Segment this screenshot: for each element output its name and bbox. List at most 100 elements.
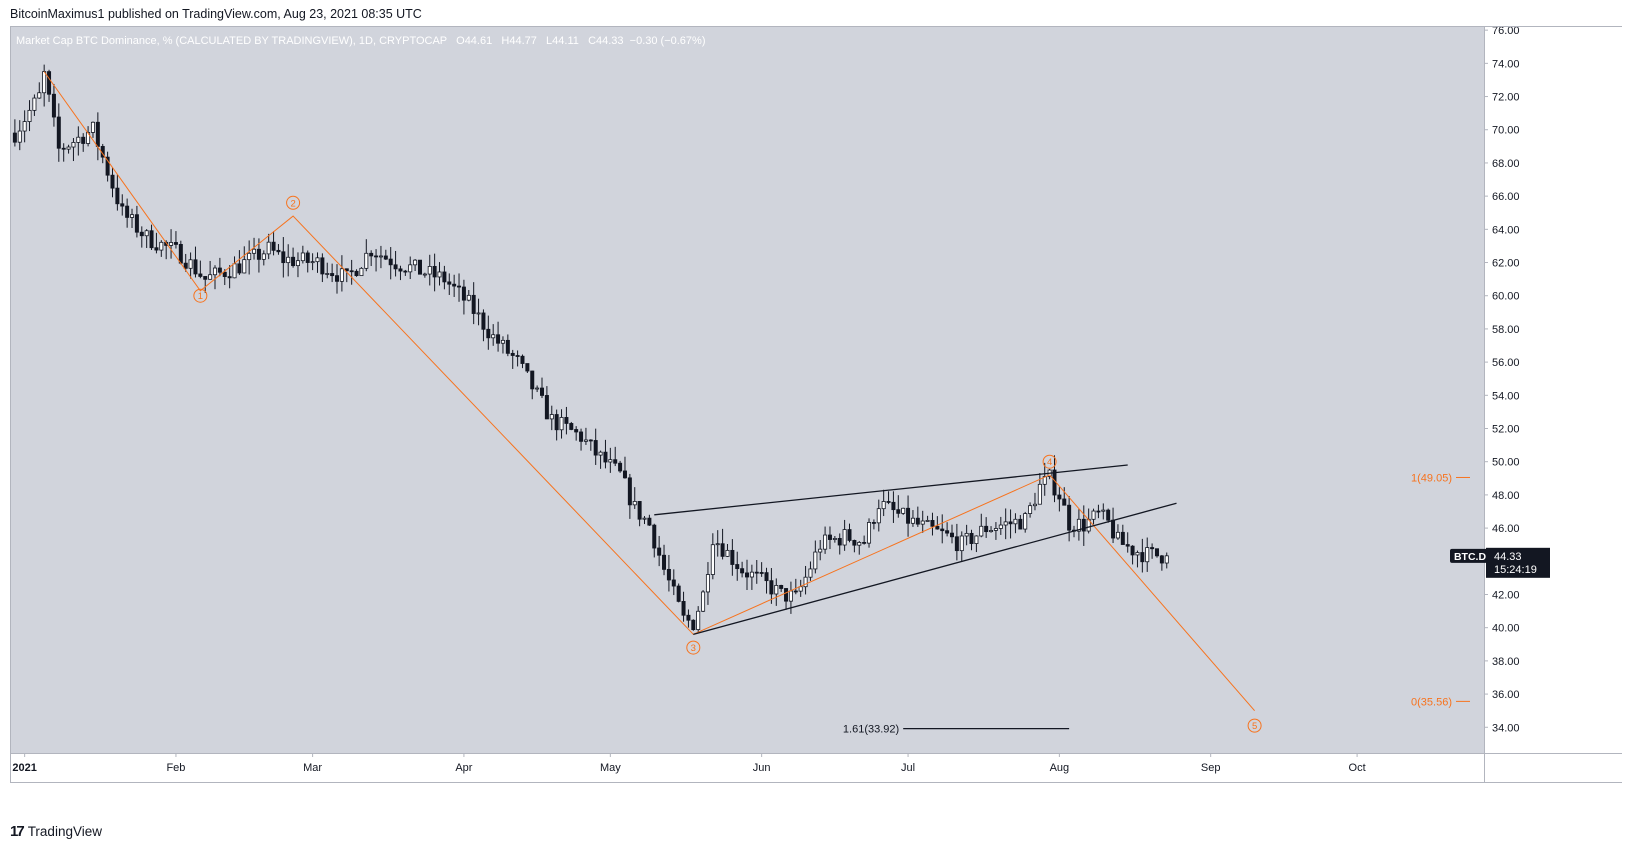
candle-down	[569, 423, 574, 430]
legend-c-value: 44.33	[596, 35, 630, 47]
footer-brand[interactable]: 17 TradingView	[10, 823, 102, 840]
candle-up	[818, 548, 823, 553]
x-tick-label: Mar	[303, 762, 322, 774]
candle-down	[51, 93, 56, 118]
candle-up	[310, 261, 315, 264]
candle-down	[515, 355, 520, 357]
candle-down	[320, 257, 325, 275]
fib-layer: 1(49.05) 0(35.56) 1.61(33.92)	[843, 472, 1470, 736]
candle-up	[535, 387, 540, 390]
candle-up	[788, 590, 793, 602]
candle-down	[203, 276, 208, 280]
wedge-layer	[654, 464, 1177, 635]
candle-down	[564, 417, 569, 424]
candle-down	[505, 339, 510, 354]
y-tick-label: 70.00	[1492, 125, 1520, 137]
wave-label-circle	[1042, 454, 1057, 469]
candle-down	[896, 509, 901, 514]
wave-label-5: 5	[1252, 721, 1257, 732]
candle-down	[154, 247, 159, 251]
candle-up	[549, 414, 554, 420]
candle-up	[979, 525, 984, 537]
symbol-tag-label: BTC.D	[1454, 551, 1486, 563]
candle-down	[1120, 531, 1125, 545]
candle-down	[862, 541, 867, 544]
candle-down	[354, 270, 359, 277]
candle-down	[447, 281, 452, 285]
candle-down	[525, 363, 530, 372]
candle-up	[1115, 531, 1120, 539]
price-axis[interactable]: 76.00 74.00 72.00 70.00 68.00 66.00 64.00 62.00…	[1484, 26, 1622, 783]
candle-up	[413, 259, 418, 266]
candle-up	[798, 586, 803, 592]
chart-legend: Market Cap BTC Dominance, % (CALCULATED …	[16, 35, 706, 47]
price-tag-countdown: 15:24:19	[1494, 564, 1537, 576]
candle-down	[81, 136, 86, 144]
y-tick-label: 58.00	[1492, 324, 1520, 336]
candle-down	[637, 501, 642, 520]
extension-label: 1.61(33.92)	[843, 724, 899, 736]
candle-down	[452, 283, 457, 287]
y-tick-label: 40.00	[1492, 623, 1520, 635]
candle-down	[940, 528, 945, 532]
time-axis[interactable]: 2021 Feb Mar Apr May Jun Jul Aug Sep Oct	[10, 26, 1622, 783]
fib-level-label: 0(35.56)	[1411, 696, 1452, 708]
x-tick-label: Aug	[1050, 762, 1070, 774]
candle-down	[237, 263, 242, 274]
candle-down	[393, 264, 398, 270]
candle-down	[12, 132, 17, 143]
plot-area[interactable]	[10, 26, 1484, 753]
candle-down	[471, 294, 476, 314]
candle-up	[247, 252, 252, 261]
candle-down	[930, 520, 935, 527]
candle-down	[676, 585, 681, 602]
candle-down	[442, 271, 447, 283]
candle-up	[989, 530, 994, 533]
candle-down	[173, 242, 178, 245]
candle-up	[964, 532, 969, 537]
candle-up	[242, 259, 247, 274]
y-tick-label: 74.00	[1492, 58, 1520, 70]
candle-down	[61, 147, 66, 150]
y-tick-label: 76.00	[1492, 26, 1520, 37]
candle-down	[403, 270, 408, 273]
y-tick-label: 72.00	[1492, 92, 1520, 104]
y-tick-label: 56.00	[1492, 357, 1520, 369]
candle-up	[232, 263, 237, 279]
candle-down	[852, 540, 857, 546]
candle-down	[227, 276, 232, 279]
y-tick-label: 68.00	[1492, 158, 1520, 170]
symbol-tag-bg	[1450, 548, 1490, 563]
candle-down	[149, 230, 154, 249]
candle-up	[774, 584, 779, 595]
candle-down	[730, 549, 735, 565]
candle-down	[618, 462, 623, 472]
candle-down	[827, 534, 832, 540]
candle-up	[37, 92, 42, 99]
y-tick-label: 64.00	[1492, 224, 1520, 236]
candle-up	[925, 520, 930, 522]
candle-up	[749, 571, 754, 578]
candle-up	[642, 517, 647, 520]
candle-up	[832, 538, 837, 540]
candle-down	[764, 572, 769, 582]
candle-down	[1067, 504, 1072, 531]
candle-down	[291, 256, 296, 267]
candle-down	[520, 355, 525, 364]
wave-label-4: 4	[1047, 457, 1052, 468]
legend-h-label: H	[501, 35, 509, 47]
candle-up	[632, 501, 637, 506]
candle-up	[1032, 503, 1037, 507]
legend-title: Market Cap BTC Dominance, % (CALCULATED …	[16, 35, 456, 47]
candle-down	[720, 543, 725, 557]
candle-down	[915, 517, 920, 525]
candle-up	[857, 541, 862, 546]
candle-down	[1018, 518, 1023, 530]
candles-layer	[12, 64, 1169, 633]
candle-up	[876, 508, 881, 524]
x-tick-label: Oct	[1349, 762, 1366, 774]
candle-down	[178, 244, 183, 264]
wave-label-circle	[286, 195, 301, 210]
